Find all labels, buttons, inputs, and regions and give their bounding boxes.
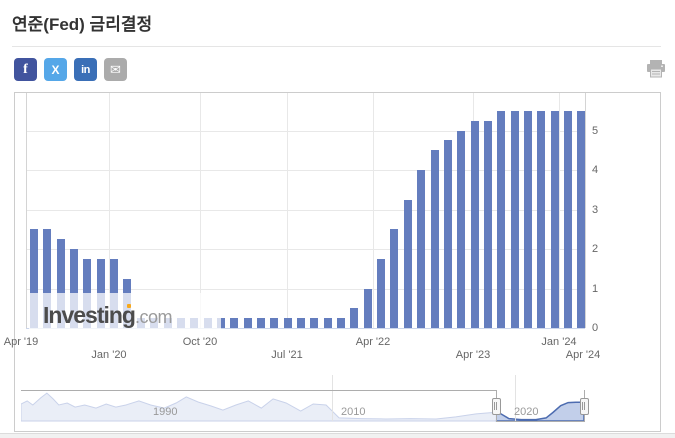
gridline-x: [109, 93, 110, 328]
bar: [403, 199, 412, 328]
bar: [497, 110, 506, 328]
x-axis-label: Jan '20: [91, 349, 127, 361]
y-axis-label-1: 1: [592, 282, 599, 295]
printer-icon: [647, 60, 665, 78]
page-bottom-divider: [0, 433, 675, 438]
gridline-y3: [26, 209, 585, 211]
x-axis-label: Jan '24: [541, 336, 577, 348]
print-button[interactable]: [646, 60, 666, 78]
x-axis-label: Jul '21: [271, 349, 303, 361]
bar: [256, 318, 265, 328]
navigator-series-selected: [495, 401, 584, 422]
navigator-label-2010: 2010: [341, 406, 366, 418]
navigator-gridline-2020: [515, 375, 516, 421]
gridline-y2: [26, 249, 585, 250]
navigator-selected-range[interactable]: [496, 391, 584, 421]
navigator-left-handle[interactable]: [492, 398, 501, 415]
plot-left-border: [26, 93, 27, 328]
gridline-x: [200, 93, 201, 328]
handle-grip: [584, 402, 585, 410]
bar: [417, 170, 426, 328]
watermark: Investing.com: [29, 293, 221, 333]
bar: [483, 120, 492, 328]
navigator-outline-top: [21, 390, 496, 391]
y-axis-label-2: 2: [592, 243, 599, 255]
handle-grip: [494, 402, 495, 410]
bar: [30, 229, 38, 328]
y-axis-label-5: 5: [592, 124, 599, 137]
email-icon: ✉: [110, 61, 121, 77]
bar: [430, 150, 439, 328]
gridline-x: [373, 93, 374, 328]
x-axis-label: Oct '20: [182, 336, 218, 348]
bar: [510, 110, 519, 328]
navigator-gridline-2010: [332, 375, 333, 421]
title-divider: [12, 46, 661, 47]
bar: [523, 110, 532, 328]
share-facebook-button[interactable]: f: [14, 58, 37, 81]
bar: [337, 318, 346, 328]
gridline-x: [287, 93, 288, 328]
share-email-button[interactable]: ✉: [104, 58, 127, 81]
gridline-x: [559, 93, 560, 328]
navigator-track[interactable]: [21, 378, 585, 422]
watermark-com: .com: [134, 307, 173, 327]
bar: [470, 120, 479, 328]
share-x-twitter-button[interactable]: X: [44, 58, 67, 81]
bar: [323, 318, 332, 328]
bar: [270, 318, 279, 328]
handle-grip: [496, 402, 497, 410]
navigator-label-2020: 2020: [514, 406, 539, 418]
gridline-y5: [26, 130, 585, 132]
bar: [310, 318, 319, 328]
navigator-selection-bottom-edge: [496, 421, 585, 422]
bar: [230, 318, 239, 328]
watermark-investing: Investing: [43, 302, 136, 328]
bar: [350, 308, 359, 328]
navigator-right-handle[interactable]: [580, 398, 589, 415]
bar: [243, 318, 252, 328]
bar: [443, 140, 452, 328]
x-axis-label: Apr '19: [3, 336, 39, 348]
x-axis-line: [26, 328, 585, 329]
navigator-label-1990: 1990: [153, 406, 178, 418]
y-axis-label-3: 3: [592, 203, 599, 216]
bar: [70, 249, 79, 328]
bar: [297, 318, 305, 328]
bar: [390, 229, 399, 328]
facebook-icon: f: [23, 61, 28, 77]
x-axis-label: Apr '23: [455, 349, 491, 361]
bar: [56, 239, 65, 328]
bar: [457, 130, 466, 328]
y-axis-label-0: 0: [592, 322, 599, 334]
handle-grip: [582, 402, 583, 410]
gridline-y1: [26, 288, 585, 290]
bar: [564, 110, 572, 328]
bar: [43, 229, 52, 328]
bar: [537, 110, 546, 328]
share-linkedin-button[interactable]: in: [74, 58, 97, 81]
gridline-y4: [26, 170, 585, 171]
watermark-orange-dot: [127, 304, 131, 308]
plot-right-border: [585, 93, 586, 328]
x-twitter-icon: X: [51, 62, 60, 77]
bar: [550, 110, 559, 328]
x-axis-label: Apr '22: [355, 336, 391, 348]
bar: [377, 258, 386, 328]
linkedin-icon: in: [81, 63, 90, 76]
bar: [363, 288, 372, 328]
x-axis-label: Apr '24: [565, 349, 601, 361]
chart-card: 0 1 2 3 4 5 Apr '19 Jan '20 Oct '20 Jul '21 Apr '2…: [4, 92, 661, 432]
bar: [283, 318, 292, 328]
y-axis-label-4: 4: [592, 164, 599, 176]
page-title: 연준(Fed) 금리결정: [12, 15, 153, 34]
bar: [577, 110, 586, 328]
